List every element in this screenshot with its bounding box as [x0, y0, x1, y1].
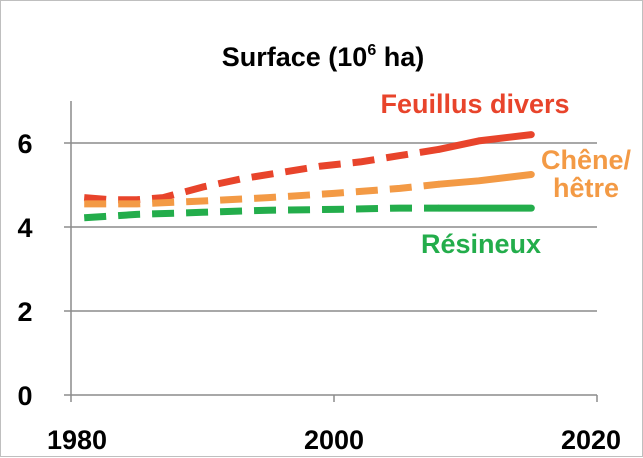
chart-title-main: Surface (10: [222, 42, 368, 72]
gridlines: [71, 142, 597, 312]
chart-title-suffix: ha): [376, 42, 424, 72]
series-label-0-line-0: Feuillus divers: [380, 89, 569, 119]
series-0-solid-line: [435, 131, 535, 153]
y-tick-label-0: 0: [17, 381, 32, 411]
series-label-1-line-0: Chêne/: [541, 145, 632, 175]
series-label-2: Résineux: [421, 229, 541, 259]
series-2-dashed-line: [83, 204, 440, 222]
series-label-1: Chêne/hêtre: [541, 145, 632, 203]
axes: 0 2 4 6 1980 2000 2020: [17, 101, 621, 455]
y-tick-label-4: 4: [17, 213, 32, 243]
series-lines: [83, 131, 535, 222]
series-label-0: Feuillus divers: [380, 89, 569, 119]
x-tick-label-2020: 2020: [561, 425, 621, 455]
series-1-solid-line: [435, 171, 535, 188]
series-label-1-line-1: hêtre: [553, 173, 619, 203]
y-tick-label-6: 6: [17, 129, 32, 159]
series-0: [83, 131, 535, 204]
chart-title: Surface (106 ha): [222, 42, 425, 72]
chart-title-superscript: 6: [367, 42, 376, 59]
series-0-dashed-line: [83, 145, 440, 204]
x-tick-label-1980: 1980: [47, 425, 107, 455]
series-label-2-line-0: Résineux: [421, 229, 541, 259]
x-tick-label-2000: 2000: [304, 425, 364, 455]
y-tick-label-2: 2: [17, 297, 32, 327]
series-1: [84, 171, 535, 208]
series-2: [83, 204, 535, 222]
series-1-dashed-line: [84, 180, 440, 208]
